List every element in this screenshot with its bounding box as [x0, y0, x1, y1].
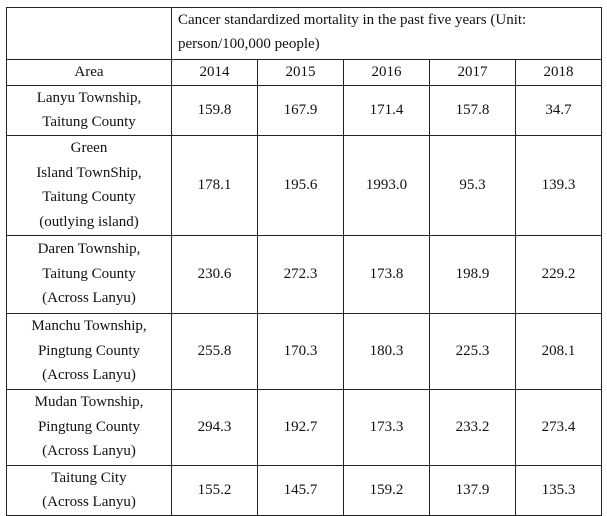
value-cell: 233.2	[429, 388, 516, 466]
area-cell: Taitung City (Across Lanyu)	[6, 464, 172, 516]
area-cell: Mudan Township, Pingtung County (Across …	[6, 388, 172, 466]
table-row: Daren Township, Taitung County (Across L…	[6, 234, 602, 314]
area-line: Green	[70, 140, 108, 156]
area-header: Area	[6, 59, 172, 86]
value-cell: 155.2	[171, 464, 258, 516]
value-cell: 255.8	[171, 312, 258, 390]
area-line: (Across Lanyu)	[42, 290, 136, 307]
area-cell: Daren Township, Taitung County (Across L…	[6, 234, 172, 314]
value-cell: 180.3	[343, 312, 430, 390]
year-header: 2017	[429, 59, 516, 86]
table-row: Taitung City (Across Lanyu) 155.2 145.7 …	[6, 464, 602, 516]
value-cell: 159.2	[343, 464, 430, 516]
value-cell: 34.7	[515, 84, 602, 136]
area-cell: Green Island TownShip, Taitung County (o…	[6, 134, 172, 236]
value-cell: 135.3	[515, 464, 602, 516]
area-line: Pingtung County	[37, 342, 141, 359]
area-line: Taitung County	[42, 189, 136, 205]
header-row: Area 2014 2015 2016 2017 2018	[6, 59, 602, 86]
value-cell: 137.9	[429, 464, 516, 516]
value-cell: 195.6	[257, 134, 344, 236]
year-header: 2015	[257, 59, 344, 86]
value-cell: 1993.0	[343, 134, 430, 236]
table-title: Cancer standardized mortality in the pas…	[171, 7, 602, 60]
table-row: Manchu Township, Pingtung County (Across…	[6, 312, 602, 390]
table-row: Mudan Township, Pingtung County (Across …	[6, 388, 602, 466]
value-cell: 192.7	[257, 388, 344, 466]
area-line: (Across Lanyu)	[42, 443, 136, 460]
value-cell: 273.4	[515, 388, 602, 466]
area-line: Manchu Township,	[31, 318, 147, 335]
value-cell: 178.1	[171, 134, 258, 236]
value-cell: 229.2	[515, 234, 602, 314]
value-cell: 157.8	[429, 84, 516, 136]
area-line: Taitung City	[51, 469, 127, 486]
table-row: Green Island TownShip, Taitung County (o…	[6, 134, 602, 236]
area-cell: Lanyu Township, Taitung County	[6, 84, 172, 136]
area-line: Pingtung County	[37, 418, 141, 435]
value-cell: 208.1	[515, 312, 602, 390]
table-row: Lanyu Township, Taitung County 159.8 167…	[6, 84, 602, 136]
value-cell: 145.7	[257, 464, 344, 516]
area-line: Daren Township,	[37, 241, 141, 258]
area-line: (Across Lanyu)	[42, 367, 136, 384]
mortality-table: Cancer standardized mortality in the pas…	[6, 7, 602, 516]
value-cell: 294.3	[171, 388, 258, 466]
area-line: Taitung County	[42, 114, 136, 130]
area-line: (Across Lanyu)	[42, 494, 136, 510]
title-row: Cancer standardized mortality in the pas…	[6, 7, 602, 60]
area-line: Island TownShip,	[36, 164, 142, 181]
value-cell: 272.3	[257, 234, 344, 314]
year-header: 2018	[515, 59, 602, 86]
value-cell: 171.4	[343, 84, 430, 136]
area-line: (outlying island)	[39, 213, 139, 230]
value-cell: 167.9	[257, 84, 344, 136]
area-cell: Manchu Township, Pingtung County (Across…	[6, 312, 172, 390]
value-cell: 170.3	[257, 312, 344, 390]
value-cell: 230.6	[171, 234, 258, 314]
value-cell: 198.9	[429, 234, 516, 314]
value-cell: 173.3	[343, 388, 430, 466]
area-line: Lanyu Township,	[36, 89, 142, 106]
value-cell: 225.3	[429, 312, 516, 390]
area-line: Taitung County	[42, 265, 136, 282]
year-header: 2014	[171, 59, 258, 86]
value-cell: 173.8	[343, 234, 430, 314]
area-line: Mudan Township,	[34, 394, 144, 411]
corner-cell	[6, 7, 172, 60]
year-header: 2016	[343, 59, 430, 86]
value-cell: 159.8	[171, 84, 258, 136]
value-cell: 139.3	[515, 134, 602, 236]
value-cell: 95.3	[429, 134, 516, 236]
